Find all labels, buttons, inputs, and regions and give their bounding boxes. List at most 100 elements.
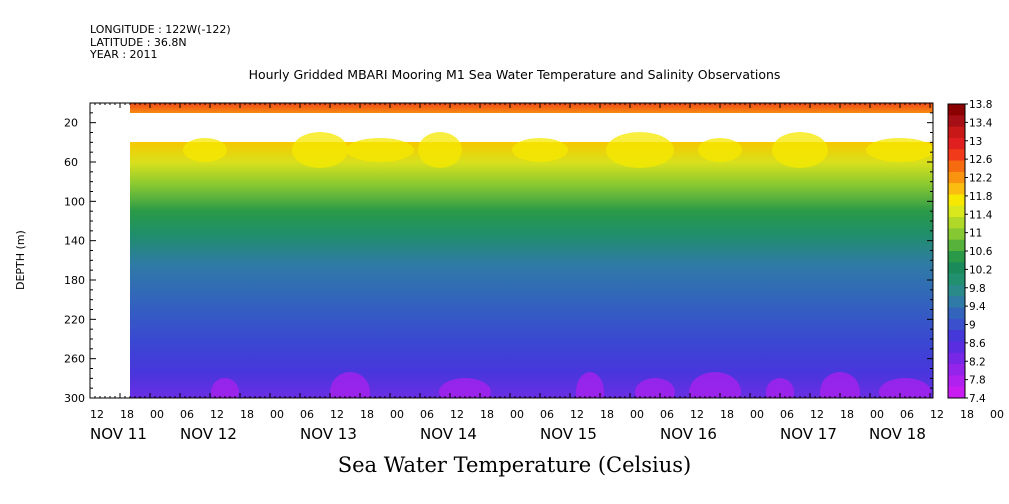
x-hour-label: 06 [540, 408, 554, 421]
x-day-label: NOV 11 [90, 425, 147, 443]
x-hour-label: 06 [780, 408, 794, 421]
y-tick-label: 300 [64, 392, 85, 405]
x-hour-label: 12 [930, 408, 944, 421]
warm-contour [772, 132, 828, 168]
cold-contour [820, 372, 860, 398]
colorbar-segment [948, 126, 965, 139]
cold-contour [689, 372, 741, 398]
x-hour-label: 18 [840, 408, 854, 421]
x-hour-label: 18 [240, 408, 254, 421]
colorbar-segment [948, 194, 965, 207]
x-hour-label: 18 [600, 408, 614, 421]
x-hour-label: 18 [480, 408, 494, 421]
colorbar-segment [948, 239, 965, 252]
x-hour-label: 06 [300, 408, 314, 421]
colorbar-segment [948, 386, 965, 399]
colorbar-label: 13 [969, 136, 982, 148]
x-hour-label: 06 [900, 408, 914, 421]
colorbar-label: 10.2 [969, 264, 992, 276]
warm-contour [346, 138, 414, 162]
colorbar-segment [948, 307, 965, 320]
cold-contour [766, 378, 794, 398]
x-day-label: NOV 14 [420, 425, 477, 443]
y-tick-label: 180 [64, 274, 85, 287]
colorbar-segment [948, 171, 965, 184]
colorbar-segment [948, 104, 965, 116]
x-day-label: NOV 17 [780, 425, 837, 443]
warm-contour [512, 138, 568, 162]
colorbar-segment [948, 217, 965, 229]
deep-temperature-field [130, 142, 933, 398]
cold-contour [330, 372, 370, 398]
colorbar-segment [948, 296, 965, 309]
colorbar-label: 7.4 [969, 393, 986, 405]
cold-contour [879, 378, 931, 398]
x-hour-label: 00 [150, 408, 164, 421]
colorbar-label: 9 [969, 320, 976, 332]
colorbar-label: 8.2 [969, 356, 986, 368]
x-hour-label: 00 [870, 408, 884, 421]
colorbar-segment [948, 149, 965, 162]
x-day-label: NOV 13 [300, 425, 357, 443]
x-day-label: NOV 18 [869, 425, 926, 443]
colorbar-segment [948, 205, 965, 218]
colorbar-segment [948, 251, 965, 263]
x-hour-label: 12 [210, 408, 224, 421]
colorbar-label: 13.4 [969, 117, 993, 129]
year-label: YEAR : 2011 [90, 48, 158, 61]
colorbar-label: 13.8 [969, 99, 992, 111]
y-tick-label: 60 [64, 156, 78, 169]
y-tick-label: 140 [64, 235, 85, 248]
metadata-block: LONGITUDE : 122W(-122) LATITUDE : 36.8N … [90, 23, 231, 62]
colorbar-segment [948, 318, 965, 331]
colorbar-segment [948, 352, 965, 365]
colorbar-segment [948, 341, 965, 354]
y-tick-label: 220 [64, 313, 85, 326]
colorbar-label: 9.4 [969, 301, 986, 313]
x-hour-label: 12 [330, 408, 344, 421]
x-day-label: NOV 15 [540, 425, 597, 443]
colorbar-segment [948, 115, 965, 128]
x-hour-label: 00 [750, 408, 764, 421]
colorbar-segment [948, 262, 965, 275]
x-day-label: NOV 16 [660, 425, 717, 443]
x-hour-label: 18 [120, 408, 134, 421]
x-day-label: NOV 12 [180, 425, 237, 443]
colorbar-segment [948, 160, 965, 173]
warm-contour [698, 138, 742, 162]
x-hour-label: 18 [960, 408, 974, 421]
cold-contour [211, 378, 239, 398]
colorbar-label: 8.6 [969, 338, 986, 350]
colorbar-segment [948, 284, 965, 297]
colorbar-segment [948, 375, 965, 388]
x-hour-label: 06 [660, 408, 674, 421]
x-hour-label: 12 [810, 408, 824, 421]
y-tick-label: 260 [64, 353, 85, 366]
colorbar-segment [948, 364, 965, 376]
latitude-label: LATITUDE : 36.8N [90, 35, 187, 49]
x-hour-label: 00 [630, 408, 644, 421]
colorbar-label: 11.4 [969, 209, 993, 221]
colorbar-label: 11.8 [969, 191, 992, 203]
x-hour-label: 12 [570, 408, 584, 421]
colorbar-label: 12.2 [969, 173, 992, 185]
y-tick-label: 100 [64, 195, 85, 208]
x-hour-label: 00 [510, 408, 524, 421]
x-hour-label: 00 [270, 408, 284, 421]
chart-title: Hourly Gridded MBARI Mooring M1 Sea Wate… [248, 67, 781, 82]
y-tick-label: 20 [64, 117, 78, 130]
cold-contour [635, 378, 675, 398]
colorbar-label: 10.6 [969, 246, 993, 258]
colorbar-segment [948, 183, 965, 195]
x-axis-label: Sea Water Temperature (Celsius) [337, 453, 692, 477]
surface-layer [130, 103, 933, 113]
x-hour-label: 06 [420, 408, 434, 421]
x-hour-label: 12 [90, 408, 104, 421]
x-hour-label: 12 [690, 408, 704, 421]
x-hour-label: 00 [390, 408, 404, 421]
warm-contour [418, 132, 462, 168]
colorbar-segment [948, 273, 965, 286]
colorbar-label: 11 [969, 228, 982, 240]
cold-contour [576, 372, 604, 398]
